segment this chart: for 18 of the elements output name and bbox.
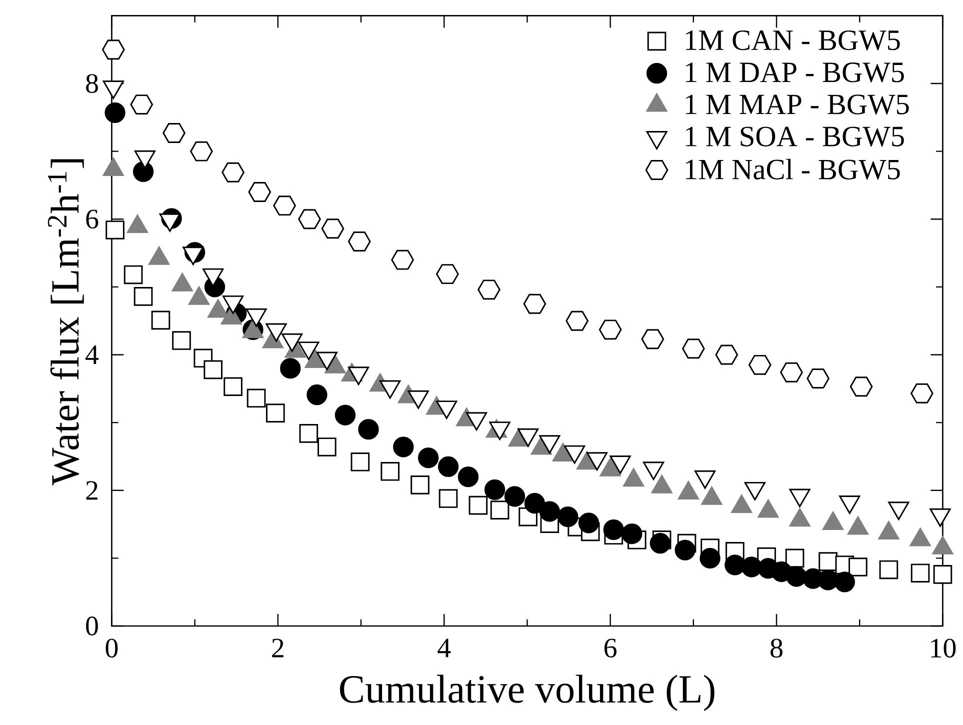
x-tick-label: 8	[770, 638, 782, 658]
y-tick-label: 2	[86, 481, 98, 500]
y-tick-label: 0	[86, 616, 98, 636]
legend-label: 1 M SOA - BGW5	[686, 126, 904, 147]
y-tick-label: 6	[86, 210, 98, 229]
legend-label: 1M CAN - BGW5	[686, 30, 900, 50]
legend-label: 1M NaCl - BGW5	[686, 158, 900, 180]
x-tick-label: 0	[106, 638, 118, 658]
x-tick-label: 6	[604, 638, 616, 658]
legend-label: 1 M DAP - BGW5	[686, 62, 904, 82]
y-axis-title: Water flux [Lm$^{-2}$h$^{-1}$]	[48, 159, 84, 486]
x-tick-label: 10	[931, 638, 956, 658]
y-tick-label: 4	[86, 346, 99, 364]
x-axis-title: Cumulative volume (L)	[340, 674, 714, 712]
legend-label: 1 M MAP - BGW5	[686, 94, 909, 114]
x-tick-label: 2	[272, 638, 284, 658]
x-tick-label: 4	[438, 638, 451, 658]
y-tick-label: 8	[86, 74, 98, 93]
